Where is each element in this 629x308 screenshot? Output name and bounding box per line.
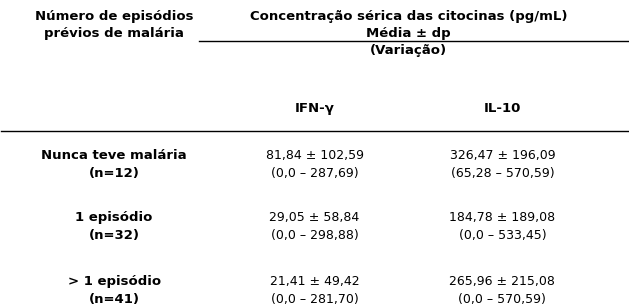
Text: 184,78 ± 189,08
(0,0 – 533,45): 184,78 ± 189,08 (0,0 – 533,45) [449,211,555,242]
Text: 326,47 ± 196,09
(65,28 – 570,59): 326,47 ± 196,09 (65,28 – 570,59) [450,149,555,180]
Text: 1 episódio
(n=32): 1 episódio (n=32) [75,211,153,242]
Text: IL-10: IL-10 [484,102,521,115]
Text: 265,96 ± 215,08
(0,0 – 570,59): 265,96 ± 215,08 (0,0 – 570,59) [450,275,555,306]
Text: 81,84 ± 102,59
(0,0 – 287,69): 81,84 ± 102,59 (0,0 – 287,69) [265,149,364,180]
Text: IFN-γ: IFN-γ [294,102,335,115]
Text: > 1 episódio
(n=41): > 1 episódio (n=41) [67,275,160,306]
Text: Número de episódios
prévios de malária: Número de episódios prévios de malária [35,10,193,40]
Text: 29,05 ± 58,84
(0,0 – 298,88): 29,05 ± 58,84 (0,0 – 298,88) [269,211,360,242]
Text: Concentração sérica das citocinas (pg/mL)
Média ± dp
(Variação): Concentração sérica das citocinas (pg/mL… [250,10,567,57]
Text: Nunca teve malária
(n=12): Nunca teve malária (n=12) [42,149,187,180]
Text: 21,41 ± 49,42
(0,0 – 281,70): 21,41 ± 49,42 (0,0 – 281,70) [270,275,359,306]
